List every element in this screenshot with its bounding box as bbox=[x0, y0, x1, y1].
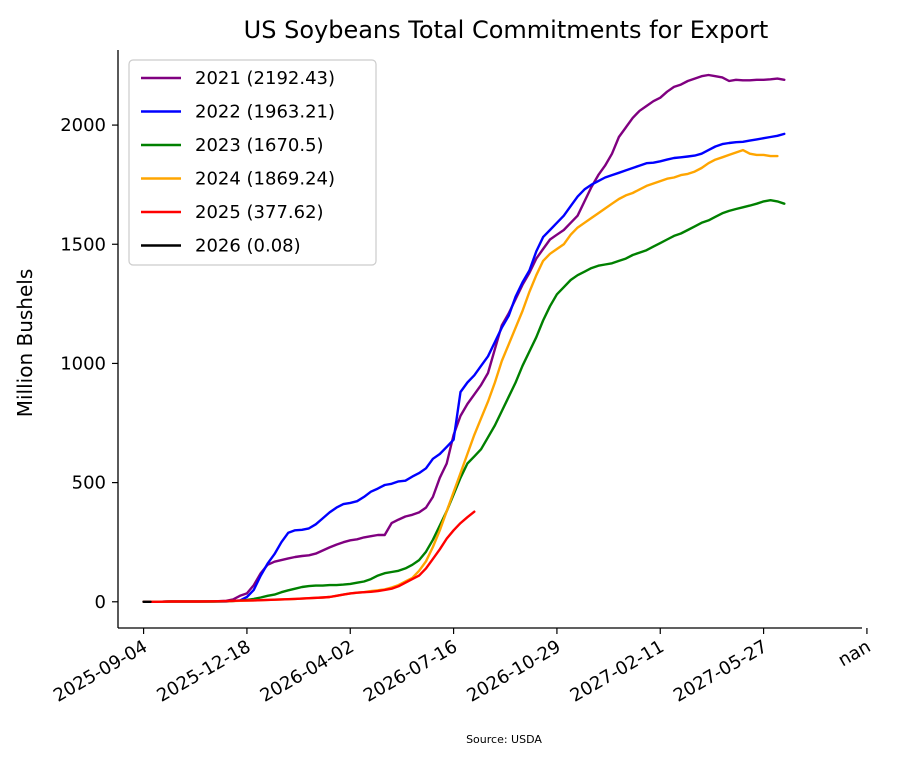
legend-label: 2023 (1670.5) bbox=[195, 135, 324, 156]
y-tick-label: 500 bbox=[72, 473, 106, 494]
legend-label: 2025 (377.62) bbox=[195, 202, 324, 223]
x-tick-label: 2026-10-29 bbox=[463, 636, 564, 706]
x-tick-label: 2027-02-11 bbox=[567, 636, 668, 706]
x-tick-label: 2027-05-27 bbox=[670, 636, 771, 706]
legend-label: 2024 (1869.24) bbox=[195, 169, 335, 190]
series-line-1 bbox=[142, 132, 786, 603]
legend-label: 2026 (0.08) bbox=[195, 236, 301, 257]
x-tick-label: nan bbox=[835, 636, 875, 671]
y-tick-label: 1500 bbox=[60, 234, 106, 255]
x-axis: 2025-09-04 2025-12-18 2026-04-02 2026-07-16… bbox=[50, 627, 875, 707]
series-line-2 bbox=[142, 198, 786, 603]
x-tick-label: 2026-07-16 bbox=[360, 636, 461, 706]
legend-label: 2022 (1963.21) bbox=[195, 102, 335, 123]
legend-label: 2021 (2192.43) bbox=[195, 68, 335, 89]
y-axis-title: Million Bushels bbox=[13, 269, 37, 418]
x-tick-label: 2026-04-02 bbox=[257, 636, 358, 706]
source-note: Source: USDA bbox=[466, 733, 542, 746]
series-line-0 bbox=[142, 73, 786, 603]
legend: 2021 (2192.43) 2022 (1963.21) 2023 (1670.5… bbox=[128, 59, 377, 266]
x-tick-label: 2025-12-18 bbox=[153, 636, 254, 706]
legend-frame bbox=[128, 59, 377, 266]
y-tick-label: 2000 bbox=[60, 115, 106, 136]
y-tick-label: 1000 bbox=[60, 353, 106, 374]
y-axis: 0 500 1000 1500 2000 bbox=[60, 50, 119, 628]
y-tick-label: 0 bbox=[95, 592, 106, 613]
plot-area bbox=[142, 73, 786, 603]
x-tick-label: 2025-09-04 bbox=[50, 636, 151, 706]
series-line-4 bbox=[142, 510, 476, 603]
chart-title: US Soybeans Total Commitments for Export bbox=[244, 16, 769, 44]
